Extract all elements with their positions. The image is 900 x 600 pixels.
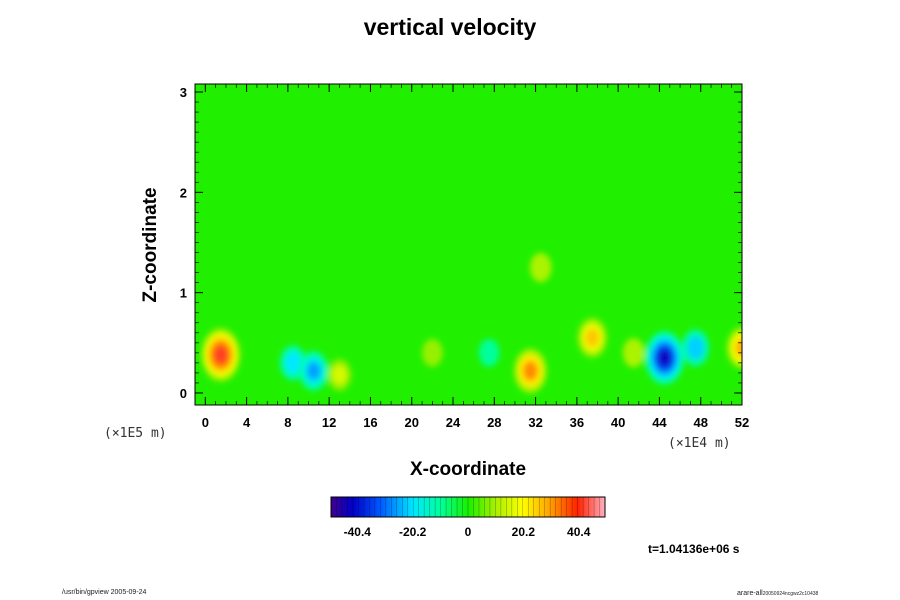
x-tick-label: 12 xyxy=(322,415,336,430)
axis-ticks xyxy=(195,84,743,405)
footer-source-sub: 20050924ncgwz2c10438 xyxy=(762,591,819,597)
colorbar-bands xyxy=(336,497,600,517)
heatmap-cell xyxy=(285,352,302,374)
heatmap-cell xyxy=(422,339,443,367)
y-tick-label: 2 xyxy=(180,185,187,200)
x-tick-label: 52 xyxy=(735,415,749,430)
x-tick-label: 16 xyxy=(363,415,377,430)
x-tick-labels: 0 4 8 12 16 20 24 28 32 36 40 44 48 52 xyxy=(202,415,750,430)
x-tick-label: 48 xyxy=(693,415,707,430)
chart-title: vertical velocity xyxy=(363,14,537,40)
y-tick-label: 0 xyxy=(180,386,187,401)
x-tick-label: 20 xyxy=(405,415,419,430)
y-tick-label: 3 xyxy=(180,85,187,100)
heatmap-cell xyxy=(585,328,599,347)
heatmap-cell xyxy=(478,339,500,367)
x-tick-label: 32 xyxy=(528,415,542,430)
colorbar-tick-labels: -40.4 -20.2 0 20.2 40.4 xyxy=(344,525,591,539)
plot-frame xyxy=(194,83,743,406)
heatmap-features xyxy=(201,252,742,394)
time-label: t=1.04136e+06 s xyxy=(648,542,740,556)
x-tick-label: 24 xyxy=(446,415,461,430)
x-axis-label: X-coordinate xyxy=(409,459,527,480)
x-tick-label: 4 xyxy=(243,415,251,430)
y-axis-multiplier: (×1E5 m) xyxy=(104,426,167,441)
x-tick-label: 28 xyxy=(487,415,501,430)
x-tick-label: 0 xyxy=(202,415,209,430)
x-tick-label: 40 xyxy=(611,415,625,430)
heatmap-cell xyxy=(735,338,742,357)
x-axis-multiplier: (×1E4 m) xyxy=(668,436,731,451)
x-tick-label: 8 xyxy=(284,415,291,430)
heatmap-cell xyxy=(307,362,321,380)
heatmap-cell xyxy=(215,347,227,363)
x-tick-label: 44 xyxy=(652,415,667,430)
heatmap-cell xyxy=(687,336,704,360)
heatmap-cell xyxy=(523,361,538,381)
heatmap-cell xyxy=(622,338,645,368)
y-tick-labels: 0 1 2 3 xyxy=(180,85,187,401)
footer-command: /usr/bin/gpview 2005-09-24 xyxy=(62,589,147,596)
colorbar-tick-label: 0 xyxy=(465,525,472,539)
colorbar-tick-label: -40.4 xyxy=(344,525,372,539)
heatmap-cell xyxy=(658,350,671,366)
footer-source: arare-all20050924ncgwz2c10438 xyxy=(737,590,818,597)
heatmap-cell xyxy=(529,252,552,283)
colorbar-tick-label: -20.2 xyxy=(399,525,427,539)
colorbar-tick-label: 20.2 xyxy=(512,525,536,539)
footer-source-main: arare-all xyxy=(737,590,763,597)
heatmap-cell xyxy=(332,365,347,385)
y-tick-label: 1 xyxy=(180,286,187,301)
x-tick-label: 36 xyxy=(570,415,584,430)
colorbar-tick-label: 40.4 xyxy=(567,525,591,539)
